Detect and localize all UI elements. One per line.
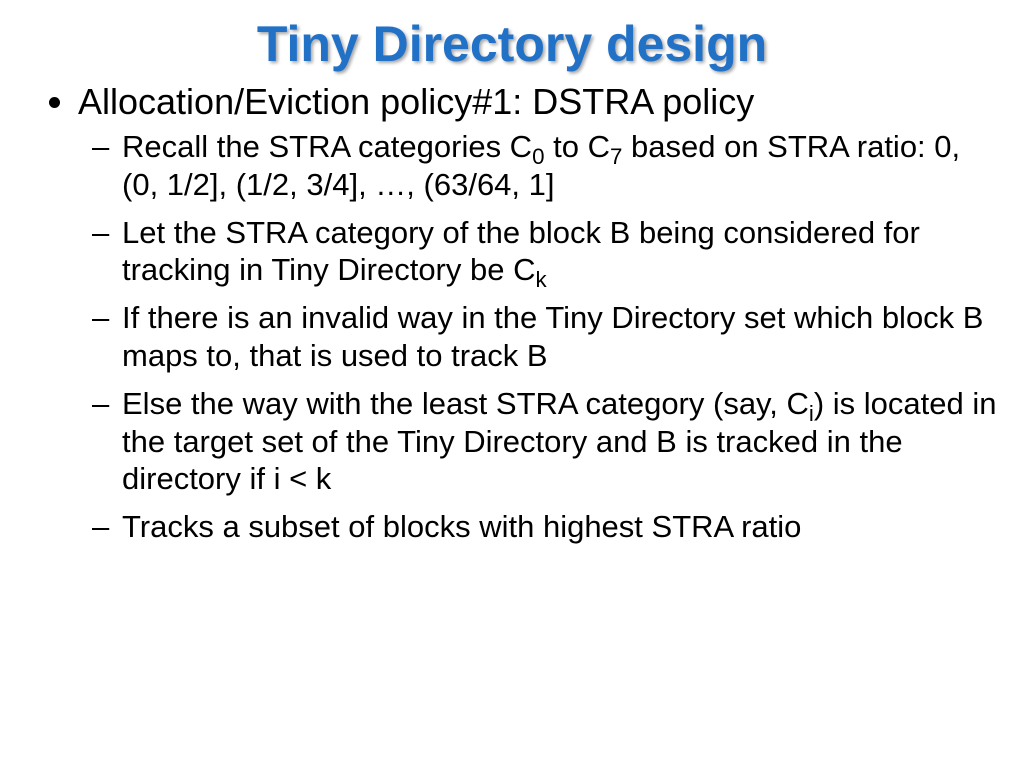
subscript-text: k (535, 268, 546, 293)
subscript-text: 7 (610, 144, 622, 169)
bullet-level2-text: If there is an invalid way in the Tiny D… (122, 300, 983, 373)
bullet-level2-text: to C (545, 129, 610, 164)
bullet-level2: Else the way with the least STRA categor… (118, 385, 1000, 498)
bullet-level2: Let the STRA category of the block B bei… (118, 214, 1000, 290)
bullet-list-level1: Allocation/Eviction policy#1: DSTRA poli… (34, 81, 1000, 547)
bullet-list-level2: Recall the STRA categories C0 to C7 base… (78, 128, 1000, 546)
bullet-level2: Recall the STRA categories C0 to C7 base… (118, 128, 1000, 204)
bullet-level2: Tracks a subset of blocks with highest S… (118, 508, 1000, 546)
bullet-level2-text: Tracks a subset of blocks with highest S… (122, 509, 801, 544)
bullet-level2: If there is an invalid way in the Tiny D… (118, 299, 1000, 375)
bullet-level1-text: Allocation/Eviction policy#1: DSTRA poli… (78, 81, 754, 122)
slide-body: Allocation/Eviction policy#1: DSTRA poli… (0, 81, 1024, 547)
slide-title-text: Tiny Directory design (257, 16, 767, 72)
bullet-level1: Allocation/Eviction policy#1: DSTRA poli… (78, 81, 1000, 547)
bullet-level2-text: Let the STRA category of the block B bei… (122, 215, 920, 288)
subscript-text: 0 (532, 144, 544, 169)
bullet-level2-text: Else the way with the least STRA categor… (122, 386, 809, 421)
bullet-level2-text: Recall the STRA categories C (122, 129, 532, 164)
slide: Tiny Directory design Allocation/Evictio… (0, 0, 1024, 768)
slide-title: Tiny Directory design (0, 0, 1024, 77)
